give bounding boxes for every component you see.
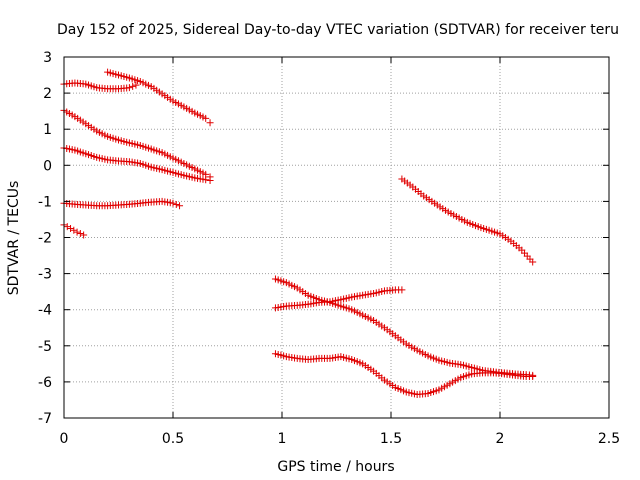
data-point xyxy=(206,119,214,127)
x-tick-label: 2.5 xyxy=(598,431,620,447)
y-tick-label: -6 xyxy=(38,375,52,391)
data-point xyxy=(63,223,71,231)
y-tick-label: -3 xyxy=(38,267,52,283)
series-track-5 xyxy=(60,197,184,210)
x-tick-label: 1 xyxy=(278,431,287,447)
x-axis-label: GPS time / hours xyxy=(277,459,394,475)
y-tick-label: 0 xyxy=(43,158,52,174)
series-track-10 xyxy=(398,175,537,266)
data-point xyxy=(169,199,177,207)
y-axis-label: SDTVAR / TECUs xyxy=(6,181,22,296)
y-tick-label: -5 xyxy=(38,339,52,355)
data-series xyxy=(60,68,537,399)
data-point xyxy=(76,230,84,238)
series-track-2 xyxy=(104,68,214,127)
y-tick-label: -4 xyxy=(38,303,52,319)
data-point xyxy=(73,228,81,236)
grid xyxy=(64,57,609,418)
series-track-9 xyxy=(271,350,537,399)
data-point xyxy=(132,81,140,89)
data-point xyxy=(529,258,537,266)
data-point xyxy=(129,82,137,90)
y-tick-label: -7 xyxy=(38,411,52,427)
data-point xyxy=(67,224,75,232)
data-point xyxy=(176,202,184,210)
y-tick-label: 2 xyxy=(43,86,52,102)
data-point xyxy=(70,226,78,234)
series-track-6 xyxy=(60,221,88,239)
y-tick-label: 1 xyxy=(43,122,52,138)
data-point xyxy=(202,176,210,184)
data-point xyxy=(206,176,214,184)
chart-title: Day 152 of 2025, Sidereal Day-to-day VTE… xyxy=(57,22,619,38)
data-point xyxy=(202,114,210,122)
series-track-1 xyxy=(60,79,140,93)
series-track-3 xyxy=(60,106,214,181)
series-track-8 xyxy=(271,286,406,312)
x-tick-label: 1.5 xyxy=(380,431,402,447)
y-tick-label: 3 xyxy=(43,50,52,66)
series-track-4 xyxy=(60,144,214,184)
x-tick-label: 2 xyxy=(496,431,505,447)
axis-ticks: -7 -6 -5 -4 -3 -2 -1 0 1 2 3 0 0.5 1 1.5 2 2.5 xyxy=(38,50,620,447)
data-point xyxy=(398,286,406,294)
y-tick-label: -1 xyxy=(38,194,52,210)
y-tick-label: -2 xyxy=(38,231,52,247)
series-track-7 xyxy=(271,275,537,379)
data-point xyxy=(80,231,88,239)
x-tick-label: 0 xyxy=(60,431,69,447)
data-point xyxy=(125,84,133,92)
data-point xyxy=(172,200,180,208)
data-point xyxy=(529,372,537,380)
x-tick-label: 0.5 xyxy=(162,431,184,447)
